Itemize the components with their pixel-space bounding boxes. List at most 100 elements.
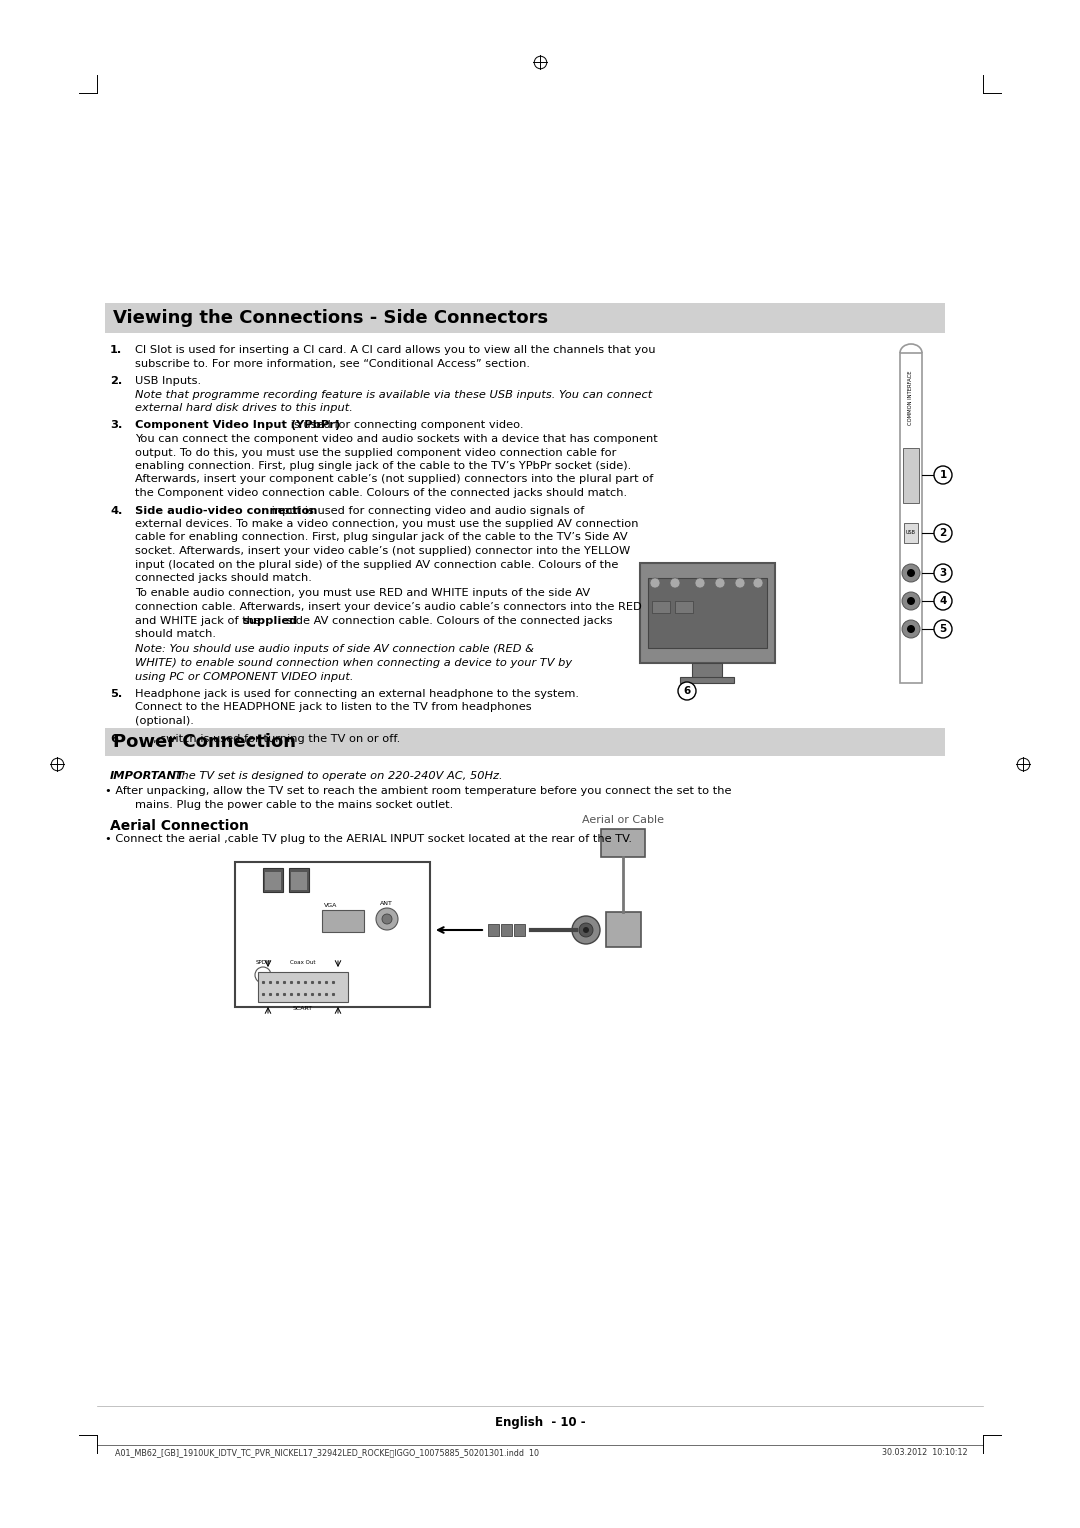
Bar: [606, 912, 642, 947]
Text: using PC or COMPONENT VIDEO input.: using PC or COMPONENT VIDEO input.: [135, 671, 353, 681]
Text: enabling connection. First, plug single jack of the cable to the TV’s YPbPr sock: enabling connection. First, plug single …: [135, 461, 631, 471]
Text: Note that programme recording feature is available via these USB inputs. You can: Note that programme recording feature is…: [135, 390, 652, 399]
Circle shape: [650, 578, 660, 588]
Text: 4: 4: [940, 596, 947, 607]
Text: USB Inputs.: USB Inputs.: [135, 376, 201, 387]
Text: connection cable. Afterwards, insert your device’s audio cable’s connectors into: connection cable. Afterwards, insert you…: [135, 602, 642, 613]
Bar: [291, 872, 307, 889]
Text: Power Connection: Power Connection: [113, 733, 296, 750]
Text: mains. Plug the power cable to the mains socket outlet.: mains. Plug the power cable to the mains…: [135, 801, 454, 810]
Circle shape: [902, 564, 920, 582]
Text: 1: 1: [940, 471, 947, 480]
Bar: [640, 562, 775, 663]
Text: Headphone jack is used for connecting an external headphone to the system.: Headphone jack is used for connecting an…: [135, 689, 579, 698]
Text: 3: 3: [940, 568, 947, 578]
Circle shape: [907, 625, 915, 633]
Text: Coax Out: Coax Out: [291, 960, 315, 966]
Text: • Connect the aerial ,cable TV plug to the AERIAL INPUT socket located at the re: • Connect the aerial ,cable TV plug to t…: [105, 833, 632, 843]
Text: Aerial or Cable: Aerial or Cable: [582, 814, 664, 825]
Circle shape: [934, 524, 951, 542]
Text: connected jacks should match.: connected jacks should match.: [135, 573, 312, 584]
Text: 1.: 1.: [110, 345, 122, 354]
Text: 6: 6: [684, 686, 690, 695]
Text: COMMON INTERFACE: COMMON INTERFACE: [908, 371, 914, 425]
Text: side AV connection cable. Colours of the connected jacks: side AV connection cable. Colours of the…: [283, 616, 612, 625]
Text: Viewing the Connections - Side Connectors: Viewing the Connections - Side Connector…: [113, 309, 549, 327]
Text: (optional).: (optional).: [135, 717, 194, 726]
Text: input is used for connecting video and audio signals of: input is used for connecting video and a…: [268, 506, 584, 515]
Bar: [652, 601, 670, 613]
Circle shape: [382, 914, 392, 924]
Circle shape: [376, 908, 399, 931]
Bar: [903, 448, 919, 503]
Text: external hard disk drives to this input.: external hard disk drives to this input.: [135, 403, 353, 413]
Circle shape: [934, 591, 951, 610]
Text: • After unpacking, allow the TV set to reach the ambient room temperature before: • After unpacking, allow the TV set to r…: [105, 787, 731, 796]
Bar: [488, 924, 499, 937]
Circle shape: [902, 620, 920, 639]
Bar: [675, 601, 693, 613]
Bar: [105, 303, 945, 333]
Text: IMPORTANT: IMPORTANT: [110, 772, 185, 781]
Text: external devices. To make a video connection, you must use the supplied AV conne: external devices. To make a video connec…: [135, 520, 638, 529]
Text: supplied: supplied: [242, 616, 297, 625]
Text: 5: 5: [940, 623, 947, 634]
Text: Aerial Connection: Aerial Connection: [110, 819, 248, 833]
Bar: [289, 868, 309, 892]
Text: ANT: ANT: [380, 902, 393, 906]
Text: 6.: 6.: [110, 733, 122, 744]
Text: SPDIF: SPDIF: [256, 960, 272, 966]
Circle shape: [907, 568, 915, 578]
Text: To enable audio connection, you must use RED and WHITE inputs of the side AV: To enable audio connection, you must use…: [135, 588, 590, 599]
Circle shape: [715, 578, 725, 588]
Bar: [135, 735, 148, 744]
Text: subscribe to. For more information, see “Conditional Access” section.: subscribe to. For more information, see …: [135, 359, 530, 368]
Text: Note: You should use audio inputs of side AV connection cable (RED &: Note: You should use audio inputs of sid…: [135, 645, 534, 654]
Text: input (located on the plural side) of the supplied AV connection cable. Colours : input (located on the plural side) of th…: [135, 559, 619, 570]
Circle shape: [735, 578, 745, 588]
Text: WHITE) to enable sound connection when connecting a device to your TV by: WHITE) to enable sound connection when c…: [135, 659, 572, 668]
Text: Component Video Input (YPbPr): Component Video Input (YPbPr): [135, 420, 340, 431]
Text: A01_MB62_[GB]_1910UK_IDTV_TC_PVR_NICKEL17_32942LED_ROCKEⓂIGGO_10075885_50201301.: A01_MB62_[GB]_1910UK_IDTV_TC_PVR_NICKEL1…: [114, 1449, 539, 1458]
Circle shape: [696, 578, 705, 588]
Circle shape: [678, 681, 696, 700]
Text: English  - 10 -: English - 10 -: [495, 1416, 585, 1429]
Text: CI Slot is used for inserting a CI card. A CI card allows you to view all the ch: CI Slot is used for inserting a CI card.…: [135, 345, 656, 354]
Text: SCART: SCART: [293, 1005, 313, 1012]
Circle shape: [907, 597, 915, 605]
Text: 3.: 3.: [110, 420, 122, 431]
Text: cable for enabling connection. First, plug singular jack of the cable to the TV’: cable for enabling connection. First, pl…: [135, 532, 627, 542]
Circle shape: [572, 915, 600, 944]
Bar: [322, 911, 364, 932]
Text: output. To do this, you must use the supplied component video connection cable f: output. To do this, you must use the sup…: [135, 448, 617, 457]
Bar: [680, 677, 734, 683]
Text: Connect to the HEADPHONE jack to listen to the TV from headphones: Connect to the HEADPHONE jack to listen …: [135, 703, 531, 712]
Bar: [648, 578, 767, 648]
Bar: [501, 924, 512, 937]
Circle shape: [902, 591, 920, 610]
Text: 2.: 2.: [110, 376, 122, 387]
Text: 2: 2: [940, 529, 947, 538]
Text: 4.: 4.: [110, 506, 122, 515]
Bar: [264, 868, 283, 892]
Text: , switch is used for turning the TV on or off.: , switch is used for turning the TV on o…: [153, 733, 401, 744]
Text: 5.: 5.: [110, 689, 122, 698]
Circle shape: [753, 578, 762, 588]
Circle shape: [934, 466, 951, 484]
Bar: [514, 924, 525, 937]
Bar: [600, 830, 645, 857]
Circle shape: [583, 927, 589, 934]
Circle shape: [255, 967, 271, 983]
Circle shape: [934, 564, 951, 582]
Bar: [258, 972, 348, 1002]
Bar: [900, 353, 922, 683]
Bar: [904, 523, 918, 542]
Text: is used for connecting component video.: is used for connecting component video.: [287, 420, 524, 431]
Text: should match.: should match.: [135, 630, 216, 639]
Bar: [235, 862, 430, 1007]
Text: and WHITE jack of the: and WHITE jack of the: [135, 616, 265, 625]
Text: You can connect the component video and audio sockets with a device that has com: You can connect the component video and …: [135, 434, 658, 445]
Text: 30.03.2012  10:10:12: 30.03.2012 10:10:12: [882, 1449, 968, 1458]
Circle shape: [579, 923, 593, 937]
Text: Side audio-video connection: Side audio-video connection: [135, 506, 318, 515]
